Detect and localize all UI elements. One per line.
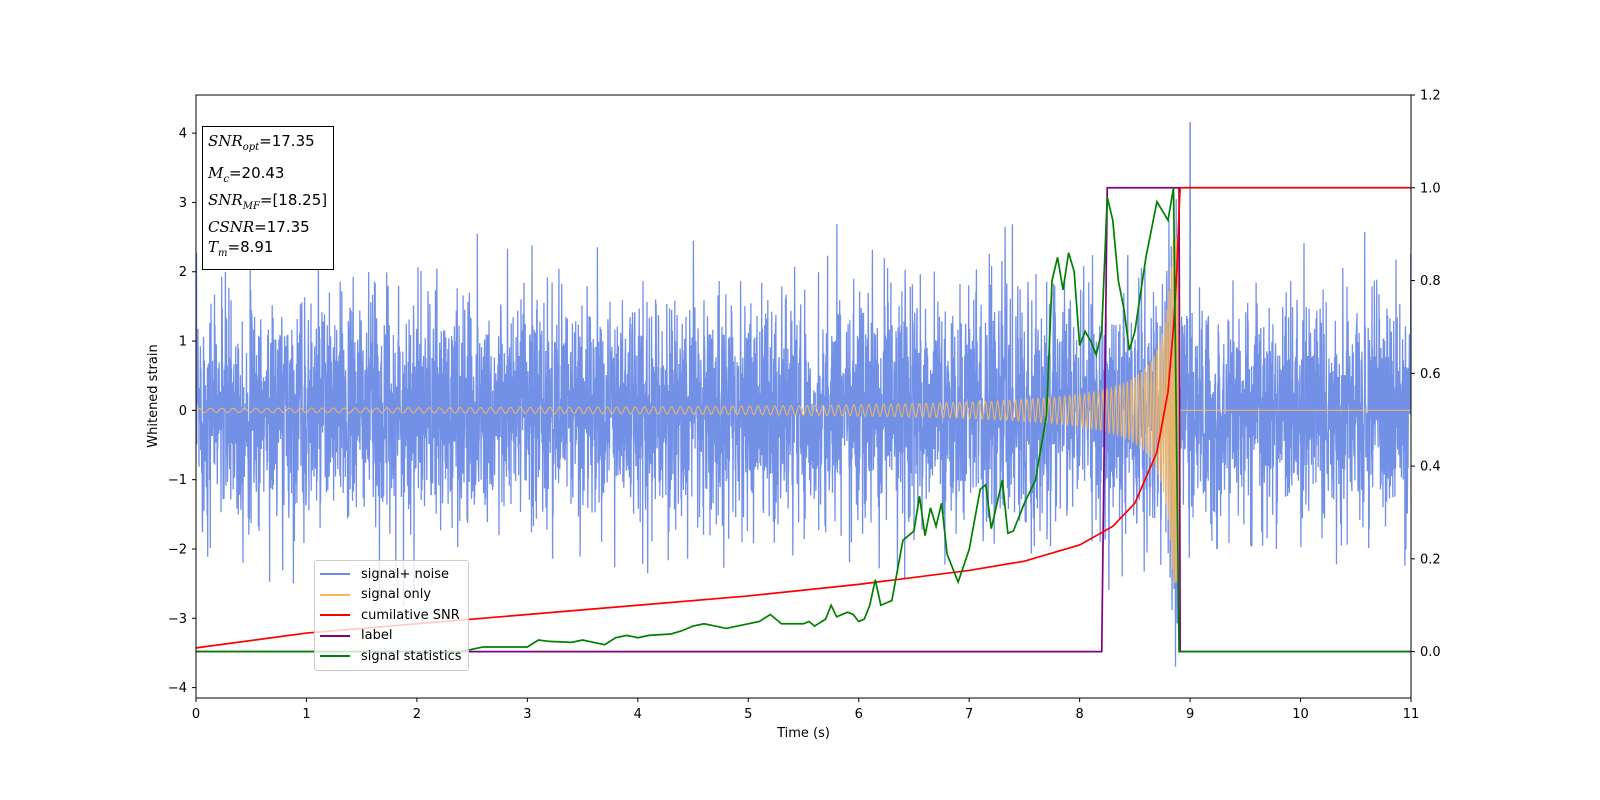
snr-opt-sub: opt [242,142,260,153]
legend-item-cumulative-snr: cumilative SNR [320,605,462,626]
mc-label: M [208,164,224,182]
legend: signal+ noise signal only cumilative SNR… [314,560,469,671]
y-left-tick-label: 0 [179,404,187,419]
snr-mf-value: =[18.25] [259,191,328,209]
snr-opt-row: SNRopt=17.35 [208,131,327,158]
csnr-value: =17.35 [254,218,310,236]
x-axis-label: Time (s) [776,726,830,741]
tm-sub: m [218,248,228,259]
y-left-tick-label: −4 [168,681,187,696]
y-left-tick-label: −1 [168,473,187,488]
y-left-tick-label: 4 [179,127,187,142]
y-right-tick-label: 0.0 [1420,645,1441,660]
mc-sub: c [223,174,229,185]
x-tick-label: 2 [413,707,421,722]
y-left-tick-label: 2 [179,265,187,280]
legend-item-signal-statistics: signal statistics [320,646,462,667]
tm-value: =8.91 [227,238,274,256]
x-tick-label: 3 [523,707,531,722]
legend-label: cumilative SNR [361,607,460,623]
tm-row: Tm=8.91 [208,237,327,264]
legend-item-signal-noise: signal+ noise [320,564,462,585]
x-tick-label: 10 [1292,707,1309,722]
legend-swatch [320,573,350,576]
legend-swatch [320,655,350,658]
y-axis-label: Whitened strain [146,344,161,447]
series-signal-noise [196,122,1411,667]
y-axis-left: −4 −3 −2 −1 0 1 2 3 4 [168,127,196,696]
y-right-tick-label: 1.0 [1420,181,1441,196]
x-tick-label: 4 [634,707,642,722]
mc-value: =20.43 [228,164,285,182]
y-left-tick-label: 1 [179,335,187,350]
csnr-label: CSNR [208,218,255,236]
y-left-tick-label: −2 [168,542,187,557]
legend-swatch [320,593,350,596]
snr-mf-label: SNR [208,191,243,209]
info-box: SNRopt=17.35 Mc=20.43 SNRMF=[18.25] CSNR… [202,126,335,270]
y-right-tick-label: 0.6 [1420,367,1441,382]
snr-opt-value: =17.35 [259,132,315,150]
x-tick-label: 5 [744,707,752,722]
x-tick-label: 6 [855,707,863,722]
snr-mf-sub: MF [242,201,260,212]
plot-frame [195,94,1412,699]
x-tick-label: 9 [1186,707,1194,722]
y-right-tick-label: 0.4 [1420,460,1441,475]
legend-item-signal-only: signal only [320,585,462,606]
x-tick-label: 0 [192,707,200,722]
legend-item-label: label [320,626,462,647]
snr-mf-row: SNRMF=[18.25] [208,190,327,217]
y-left-tick-label: −3 [168,612,187,627]
x-tick-label: 7 [965,707,973,722]
y-right-tick-label: 1.2 [1420,89,1441,104]
legend-swatch [320,614,350,617]
legend-label: signal only [361,587,432,603]
x-axis: 0 1 2 3 4 5 6 7 8 9 10 11 [192,698,1419,722]
series-layer [196,122,1411,667]
tm-label: T [208,238,219,256]
mc-row: Mc=20.43 [208,163,327,190]
legend-swatch [320,634,350,637]
x-tick-label: 11 [1403,707,1420,722]
series-cumulative-snr [196,186,1411,649]
y-right-tick-label: 0.2 [1420,552,1441,567]
series-signal-only [196,237,1411,584]
x-tick-label: 1 [302,707,310,722]
y-right-tick-label: 0.8 [1420,274,1441,289]
series-signal-statistics [196,187,1411,653]
legend-label: signal+ noise [361,566,450,582]
legend-label: label [361,628,393,644]
x-tick-label: 8 [1075,707,1083,722]
legend-label: signal statistics [361,648,462,664]
csnr-row: CSNR=17.35 [208,217,327,237]
snr-opt-label: SNR [208,132,243,150]
y-left-tick-label: 3 [179,196,187,211]
y-axis-right: 0.0 0.2 0.4 0.6 0.8 1.0 1.2 [1411,89,1441,660]
